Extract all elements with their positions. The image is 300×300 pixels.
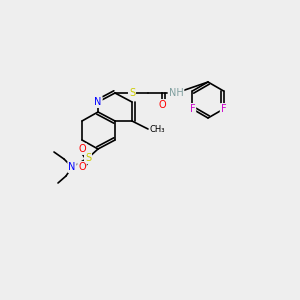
Text: O: O <box>78 162 86 172</box>
Text: F: F <box>221 104 226 114</box>
Text: S: S <box>129 88 135 98</box>
Text: S: S <box>85 153 91 163</box>
Text: F: F <box>190 104 195 114</box>
Text: NH: NH <box>169 88 183 98</box>
Text: N: N <box>94 97 102 107</box>
Text: N: N <box>68 162 76 172</box>
Text: CH₃: CH₃ <box>150 124 166 134</box>
Text: O: O <box>78 144 86 154</box>
Text: O: O <box>158 100 166 110</box>
